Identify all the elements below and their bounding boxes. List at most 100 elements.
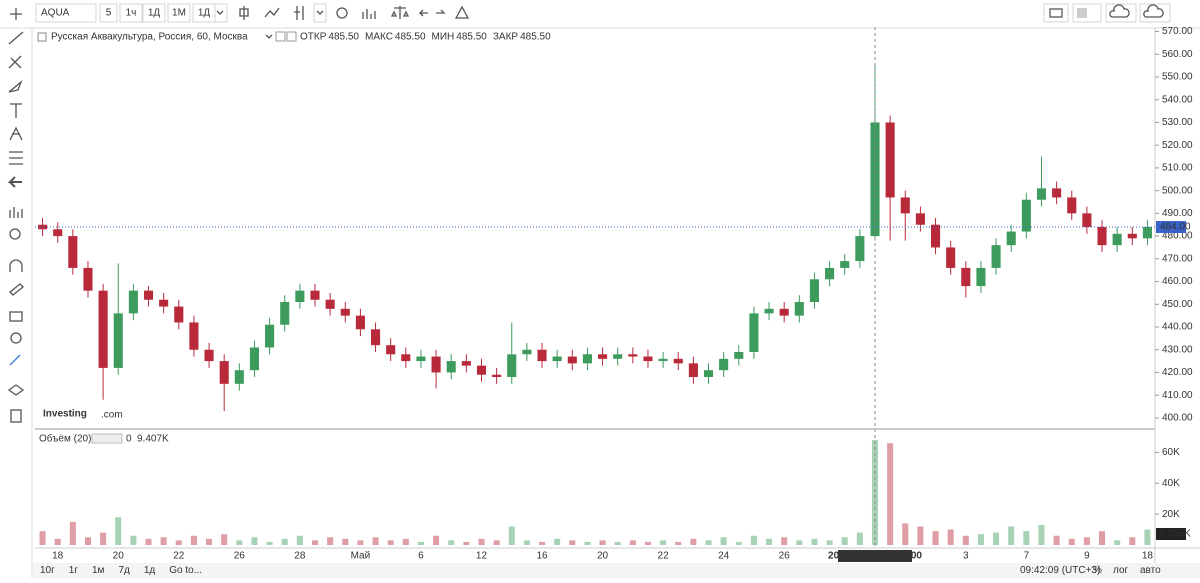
x-tick-label: 20 xyxy=(597,551,609,562)
x-tick-label: 18 xyxy=(52,551,64,562)
candle-body xyxy=(476,365,487,375)
range-button[interactable]: 1м xyxy=(92,565,105,576)
volume-bar xyxy=(387,540,394,545)
y-tick-label: 490.00 xyxy=(1162,208,1193,219)
ohlc-value: 485.50 xyxy=(456,32,487,43)
volume-bar xyxy=(69,521,76,545)
last-price-box xyxy=(1156,221,1186,233)
candle-body xyxy=(1142,227,1152,239)
candle-body xyxy=(128,290,138,314)
volume-bar xyxy=(433,535,440,545)
y-tick-label: 530.00 xyxy=(1162,117,1193,128)
candle-body xyxy=(234,370,244,384)
volume-bar xyxy=(871,440,879,545)
candle-body xyxy=(1067,197,1077,214)
volume-bar xyxy=(660,540,667,545)
volume-bar xyxy=(735,541,742,545)
candle-body xyxy=(991,245,1001,268)
candle-body xyxy=(83,267,93,291)
candle-body xyxy=(779,308,789,316)
symbol-box[interactable] xyxy=(35,3,97,23)
volume-bar xyxy=(977,534,984,545)
scale-option[interactable]: % xyxy=(1093,565,1102,576)
candle-body xyxy=(113,313,123,368)
x-tick-label: Май xyxy=(351,551,371,562)
x-tick-label: 22 xyxy=(173,551,185,562)
volume-bar xyxy=(266,541,273,545)
volume-bar xyxy=(705,540,712,545)
volume-bar xyxy=(766,538,773,545)
candle-body xyxy=(492,374,502,377)
interval-label: 1М xyxy=(172,8,186,19)
range-button[interactable]: 7д xyxy=(118,565,130,576)
volume-bar xyxy=(417,541,424,545)
volume-bar xyxy=(39,531,46,545)
candle-body xyxy=(598,354,608,359)
candle-body xyxy=(1127,233,1137,239)
volume-bar xyxy=(811,538,818,545)
candle-body xyxy=(734,352,744,359)
y-tick-label: 410.00 xyxy=(1162,390,1193,401)
volume-bar xyxy=(1038,524,1045,545)
candle-body xyxy=(1021,199,1031,232)
symbol: AQUA xyxy=(41,8,70,19)
range-button[interactable]: 1д xyxy=(144,565,156,576)
range-button[interactable]: 1г xyxy=(69,565,79,576)
toolbar-icons[interactable] xyxy=(212,3,1171,23)
scale-option[interactable]: авто xyxy=(1140,565,1161,576)
volume-bar xyxy=(100,532,107,545)
volume-bar xyxy=(236,540,243,545)
volume-bar xyxy=(993,532,1000,545)
volume-bar xyxy=(1129,537,1136,545)
candle-body xyxy=(371,329,381,346)
interval-button[interactable] xyxy=(192,3,216,23)
volume-current-label: 1.755K xyxy=(1159,529,1191,540)
candle-body xyxy=(809,279,819,302)
volume-bar xyxy=(781,537,788,545)
volume-bar xyxy=(327,537,334,545)
candle-body xyxy=(325,299,335,309)
volume-bar xyxy=(1053,535,1060,545)
logo-suffix: .com xyxy=(101,410,123,421)
candle-body xyxy=(643,356,653,362)
candle-body xyxy=(764,308,774,314)
interval-button[interactable] xyxy=(167,3,191,23)
candle-body xyxy=(931,224,941,248)
volume-bar xyxy=(357,540,364,545)
candle-body xyxy=(98,290,108,368)
candle-body xyxy=(976,267,986,287)
candle-body xyxy=(1082,213,1092,227)
candle-body xyxy=(401,354,411,362)
scale-option[interactable]: лог xyxy=(1113,565,1129,576)
candle-body xyxy=(628,354,638,357)
candle-body xyxy=(1006,231,1016,246)
last-price-label: 484.00 xyxy=(1160,222,1191,233)
interval-label: 1Д xyxy=(148,8,161,19)
volume-bar xyxy=(902,523,909,545)
range-button[interactable]: Go to... xyxy=(169,565,202,576)
range-button[interactable]: 10г xyxy=(40,565,55,576)
volume-bar xyxy=(599,540,606,545)
volume-bar xyxy=(84,537,91,545)
volume-value: 9.407K xyxy=(137,434,169,445)
interval-button[interactable] xyxy=(119,3,143,23)
volume-bar xyxy=(190,535,197,545)
candle-body xyxy=(189,322,199,350)
candle-body xyxy=(703,370,714,377)
interval-button[interactable] xyxy=(142,3,166,23)
candle-body xyxy=(961,267,971,287)
x-tick-label: 26 xyxy=(779,551,791,562)
left-tools[interactable] xyxy=(7,8,25,423)
volume-bar xyxy=(690,538,697,545)
volume-bar xyxy=(796,540,803,545)
candle-body xyxy=(355,315,365,330)
bottom-bar xyxy=(33,563,1200,578)
volume-bar xyxy=(1144,529,1151,545)
y-tick-label: 540.00 xyxy=(1162,94,1193,105)
ohlc-value: 485.50 xyxy=(395,32,426,43)
candle-body xyxy=(280,302,290,325)
volume-bar xyxy=(478,538,485,545)
interval-button[interactable] xyxy=(99,3,118,23)
volume-current-box xyxy=(1156,528,1186,540)
